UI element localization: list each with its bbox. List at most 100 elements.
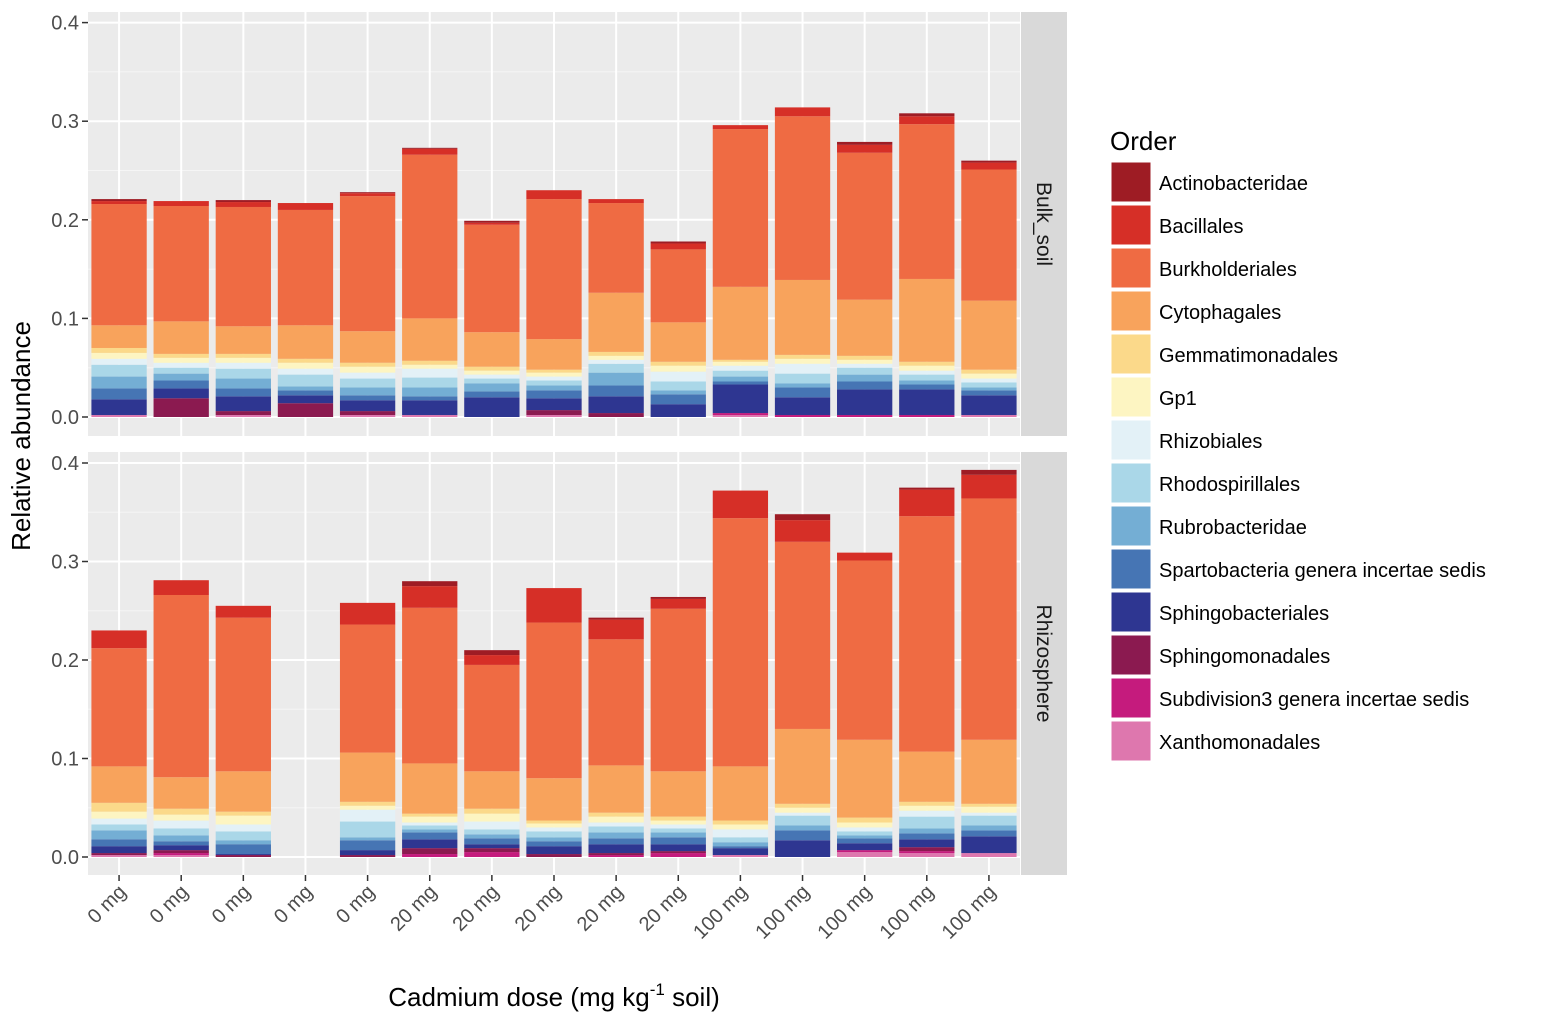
bar-segment bbox=[899, 365, 955, 371]
legend-swatch bbox=[1110, 247, 1152, 289]
bar-segment bbox=[588, 363, 644, 373]
bar-segment bbox=[402, 822, 458, 826]
bar-segment bbox=[277, 368, 334, 375]
bar-segment bbox=[650, 837, 706, 845]
bar-segment bbox=[588, 853, 644, 856]
bar-segment bbox=[650, 844, 706, 852]
bar-segment bbox=[961, 415, 1017, 417]
bar-segment bbox=[650, 824, 706, 829]
bar-segment bbox=[837, 838, 893, 844]
bar-segment bbox=[277, 203, 334, 210]
bar-segment bbox=[339, 378, 396, 388]
bar-segment bbox=[464, 366, 520, 371]
bar-segment bbox=[339, 411, 396, 416]
bar-segment bbox=[464, 370, 520, 375]
legend-item: Actinobacteridae bbox=[1110, 161, 1308, 203]
bar-segment bbox=[899, 113, 955, 117]
bar-segment bbox=[837, 152, 893, 300]
bar-segment bbox=[961, 382, 1017, 388]
legend-label: Sphingobacteriales bbox=[1159, 603, 1329, 625]
bar-segment bbox=[526, 398, 582, 411]
bar-segment bbox=[215, 415, 271, 417]
bar-segment bbox=[961, 815, 1017, 826]
bar-segment bbox=[526, 820, 582, 824]
bar-segment bbox=[837, 739, 893, 818]
bar-segment bbox=[961, 836, 1017, 854]
bar-segment bbox=[588, 816, 644, 823]
bar-segment bbox=[339, 602, 396, 625]
bar-stack bbox=[339, 602, 396, 857]
bar-segment bbox=[712, 286, 769, 360]
bar-segment bbox=[899, 361, 955, 366]
bar-segment bbox=[402, 377, 458, 388]
bar-segment bbox=[526, 339, 582, 370]
bar-segment bbox=[153, 362, 209, 368]
bar-segment bbox=[339, 196, 396, 332]
bar-segment bbox=[650, 828, 706, 833]
bar-segment bbox=[91, 376, 147, 389]
bar-segment bbox=[402, 368, 458, 378]
bar-segment bbox=[153, 814, 209, 821]
bar-segment bbox=[402, 763, 458, 814]
bar-segment bbox=[91, 399, 147, 416]
bar-segment bbox=[153, 828, 209, 836]
chart-panels: 0.0 0.1 0.2 0.3 0.4 Bulk_soil 0.0 0.1 0.2 0.3 0.4 R… bbox=[51, 12, 1067, 875]
bar-stack bbox=[774, 514, 831, 857]
bar-segment bbox=[899, 374, 955, 381]
bar-segment bbox=[837, 415, 893, 417]
bar-segment bbox=[402, 364, 458, 369]
x-tick-label: 0 mg bbox=[84, 881, 131, 928]
x-tick-label: 100 mg bbox=[813, 881, 876, 944]
legend-item: Xanthomonadales bbox=[1110, 720, 1320, 762]
bar-segment bbox=[961, 806, 1017, 813]
bar-segment bbox=[774, 514, 831, 521]
legend-swatch bbox=[1110, 376, 1152, 418]
bar-segment bbox=[961, 300, 1017, 370]
bar-segment bbox=[464, 838, 520, 845]
bar-segment bbox=[961, 395, 1017, 416]
bar-segment bbox=[153, 353, 209, 358]
bar-segment bbox=[961, 378, 1017, 383]
bar-segment bbox=[588, 617, 644, 620]
legend-item: Bacillales bbox=[1110, 204, 1243, 246]
legend-label: Spartobacteria genera incertae sedis bbox=[1159, 560, 1486, 582]
facet-strip-label: Bulk_soil bbox=[1032, 182, 1055, 266]
bar-segment bbox=[837, 827, 893, 832]
bar-segment bbox=[402, 854, 458, 857]
bar-segment bbox=[464, 844, 520, 849]
legend-item: Gemmatimonadales bbox=[1110, 333, 1338, 375]
y-tick-label: 0.3 bbox=[51, 111, 79, 133]
bar-stack bbox=[526, 588, 582, 857]
bar-segment bbox=[277, 374, 334, 387]
bar-stack bbox=[712, 125, 769, 417]
bar-segment bbox=[526, 831, 582, 838]
x-tick-label: 0 mg bbox=[270, 881, 317, 928]
bar-segment bbox=[588, 292, 644, 352]
bar-segment bbox=[464, 332, 520, 367]
legend-item: Sphingomonadales bbox=[1110, 634, 1330, 676]
bar-segment bbox=[91, 846, 147, 854]
legend-swatch bbox=[1110, 333, 1152, 375]
bar-segment bbox=[153, 820, 209, 829]
bar-segment bbox=[774, 397, 831, 416]
y-tick-label: 0.2 bbox=[51, 210, 79, 232]
bar-segment bbox=[91, 352, 147, 359]
bar-segment bbox=[837, 817, 893, 823]
bar-segment bbox=[339, 331, 396, 363]
legend-swatch bbox=[1110, 591, 1152, 633]
bar-segment bbox=[588, 203, 644, 293]
bar-segment bbox=[339, 372, 396, 379]
legend: Order Actinobacteridae Bacillales Burkhold… bbox=[1110, 126, 1486, 762]
legend-item: Gp1 bbox=[1110, 376, 1197, 418]
bar-segment bbox=[526, 588, 582, 623]
bar-stack bbox=[464, 220, 520, 417]
legend-item: Spartobacteria genera incertae sedis bbox=[1110, 548, 1486, 590]
bar-segment bbox=[91, 204, 147, 326]
legend-label: Bacillales bbox=[1159, 216, 1243, 238]
bar-segment bbox=[339, 837, 396, 841]
bar-segment bbox=[774, 830, 831, 841]
bar-segment bbox=[650, 361, 706, 366]
bar-segment bbox=[837, 367, 893, 375]
bar-segment bbox=[339, 415, 396, 417]
